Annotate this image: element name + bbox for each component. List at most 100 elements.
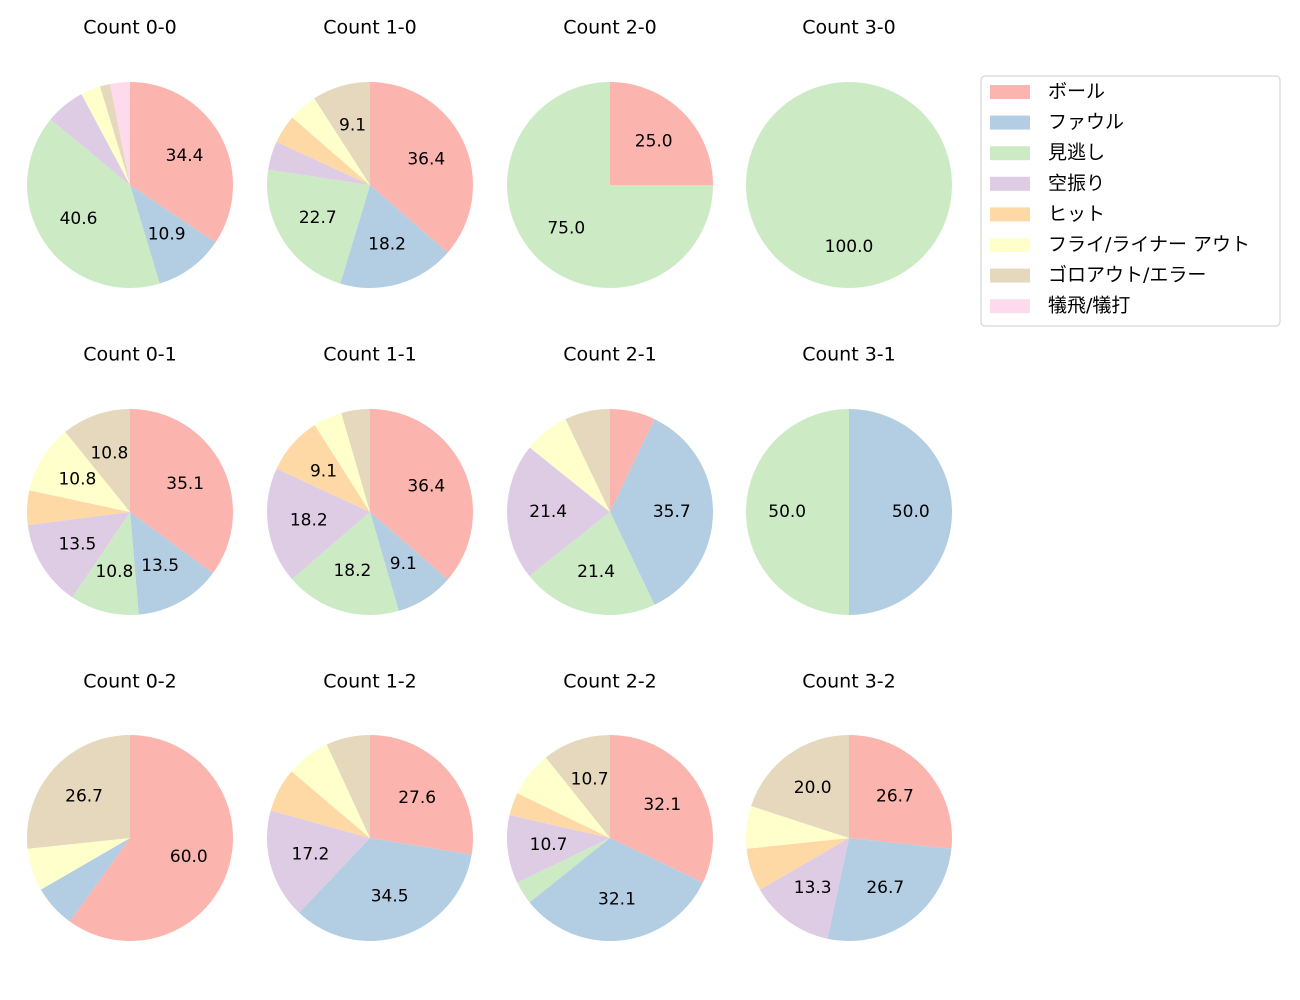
pie-slice bbox=[29, 431, 130, 512]
pie-title: Count 1-1 bbox=[323, 344, 417, 366]
legend-label: ボール bbox=[1048, 81, 1105, 103]
slice-label: 32.1 bbox=[643, 795, 681, 815]
slice-label: 20.0 bbox=[794, 778, 832, 798]
legend-label: ゴロアウト/エラー bbox=[1048, 264, 1206, 286]
slice-label: 9.1 bbox=[310, 461, 337, 481]
pie-slice bbox=[130, 409, 233, 574]
slice-label: 10.7 bbox=[530, 835, 568, 855]
pie-slice bbox=[517, 838, 610, 903]
pie-slice bbox=[507, 447, 610, 577]
pie-slice bbox=[27, 490, 130, 526]
pie-slice bbox=[26, 735, 130, 849]
pie-title: Count 2-1 bbox=[563, 344, 657, 366]
slice-label: 10.8 bbox=[58, 470, 96, 490]
pie-slice bbox=[370, 409, 474, 580]
pie-slice bbox=[268, 141, 370, 185]
slice-label: 9.1 bbox=[339, 116, 366, 136]
slice-label: 50.0 bbox=[768, 502, 806, 522]
slice-label: 60.0 bbox=[170, 847, 208, 867]
legend-label: 見逃し bbox=[1048, 142, 1105, 164]
slice-label: 32.1 bbox=[598, 889, 636, 909]
pie-slice bbox=[370, 82, 473, 253]
pie-title: Count 0-2 bbox=[83, 671, 177, 693]
pie-slice bbox=[849, 735, 952, 849]
pie-title: Count 3-0 bbox=[802, 17, 896, 39]
pie-slice bbox=[529, 838, 703, 942]
pie-slice bbox=[545, 735, 610, 838]
slice-label: 35.1 bbox=[166, 474, 204, 494]
slice-label: 21.4 bbox=[529, 502, 567, 522]
pie-title: Count 1-2 bbox=[323, 671, 417, 693]
slice-label: 13.3 bbox=[794, 878, 832, 898]
slice-label: 100.0 bbox=[825, 237, 874, 257]
slice-label: 40.6 bbox=[60, 209, 98, 229]
legend-label: 空振り bbox=[1048, 172, 1105, 194]
slice-label: 21.4 bbox=[577, 562, 615, 582]
pie-slice bbox=[746, 82, 952, 288]
pie-slice bbox=[276, 425, 370, 512]
pie-slice bbox=[517, 757, 610, 838]
slice-label: 22.7 bbox=[299, 208, 337, 228]
pie-slice bbox=[270, 771, 370, 838]
pie-slice bbox=[326, 735, 370, 838]
slice-label: 50.0 bbox=[892, 502, 930, 522]
pie-slice bbox=[267, 169, 370, 284]
pie-title: Count 2-2 bbox=[563, 671, 657, 693]
pie-slice bbox=[370, 735, 474, 855]
slice-label: 26.7 bbox=[65, 787, 103, 807]
pie-slice bbox=[751, 735, 849, 838]
pie-slice bbox=[759, 838, 849, 939]
pie-slice bbox=[130, 512, 213, 615]
pie-slice bbox=[610, 419, 713, 605]
slice-label: 34.4 bbox=[166, 146, 204, 166]
slice-label: 17.2 bbox=[292, 844, 330, 864]
pie-slice bbox=[292, 98, 370, 185]
legend-swatch bbox=[990, 238, 1030, 252]
pie-slice bbox=[610, 735, 714, 883]
pie-slice bbox=[130, 82, 233, 243]
pie-slice bbox=[341, 409, 370, 512]
slice-label: 13.5 bbox=[141, 556, 179, 576]
pie-title: Count 0-0 bbox=[83, 17, 177, 39]
legend-swatch bbox=[990, 299, 1030, 314]
pie-slice bbox=[746, 838, 849, 890]
pie-slice bbox=[340, 185, 448, 289]
pie-slice bbox=[27, 838, 131, 890]
slice-label: 10.8 bbox=[90, 444, 128, 464]
slice-label: 27.6 bbox=[398, 788, 436, 808]
pie-slice bbox=[746, 409, 849, 615]
pie-slice bbox=[565, 409, 610, 512]
pie-slice bbox=[72, 512, 139, 616]
pie-slice bbox=[827, 838, 952, 942]
pie-slice bbox=[746, 806, 849, 849]
legend-box bbox=[980, 75, 1281, 327]
pie-slice bbox=[99, 83, 130, 185]
slice-label: 9.1 bbox=[390, 554, 417, 574]
legend-swatch bbox=[990, 146, 1030, 161]
pie-slice bbox=[291, 512, 399, 615]
legend-swatch bbox=[990, 115, 1030, 130]
pie-slice bbox=[27, 119, 160, 288]
pie-slice bbox=[50, 94, 130, 185]
slice-label: 25.0 bbox=[635, 131, 673, 151]
pie-slice bbox=[314, 413, 370, 512]
slice-label: 18.2 bbox=[333, 561, 371, 581]
slice-label: 36.4 bbox=[407, 149, 445, 169]
pie-slice bbox=[529, 512, 655, 615]
pie-slice bbox=[370, 512, 448, 611]
pie-title: Count 0-1 bbox=[83, 344, 177, 366]
pie-slice bbox=[299, 838, 472, 941]
pie-slice bbox=[509, 793, 610, 838]
slice-label: 26.7 bbox=[866, 878, 904, 898]
pie-slice bbox=[40, 838, 130, 922]
pie-slice bbox=[314, 82, 370, 185]
pie-slice bbox=[69, 735, 234, 941]
slice-label: 18.2 bbox=[368, 234, 406, 254]
slice-label: 10.8 bbox=[95, 562, 133, 582]
pie-slice bbox=[27, 512, 130, 598]
legend-swatch bbox=[990, 268, 1030, 283]
slice-label: 34.5 bbox=[371, 887, 409, 907]
pie-slice bbox=[276, 117, 370, 185]
legend-label: ヒット bbox=[1048, 203, 1105, 225]
